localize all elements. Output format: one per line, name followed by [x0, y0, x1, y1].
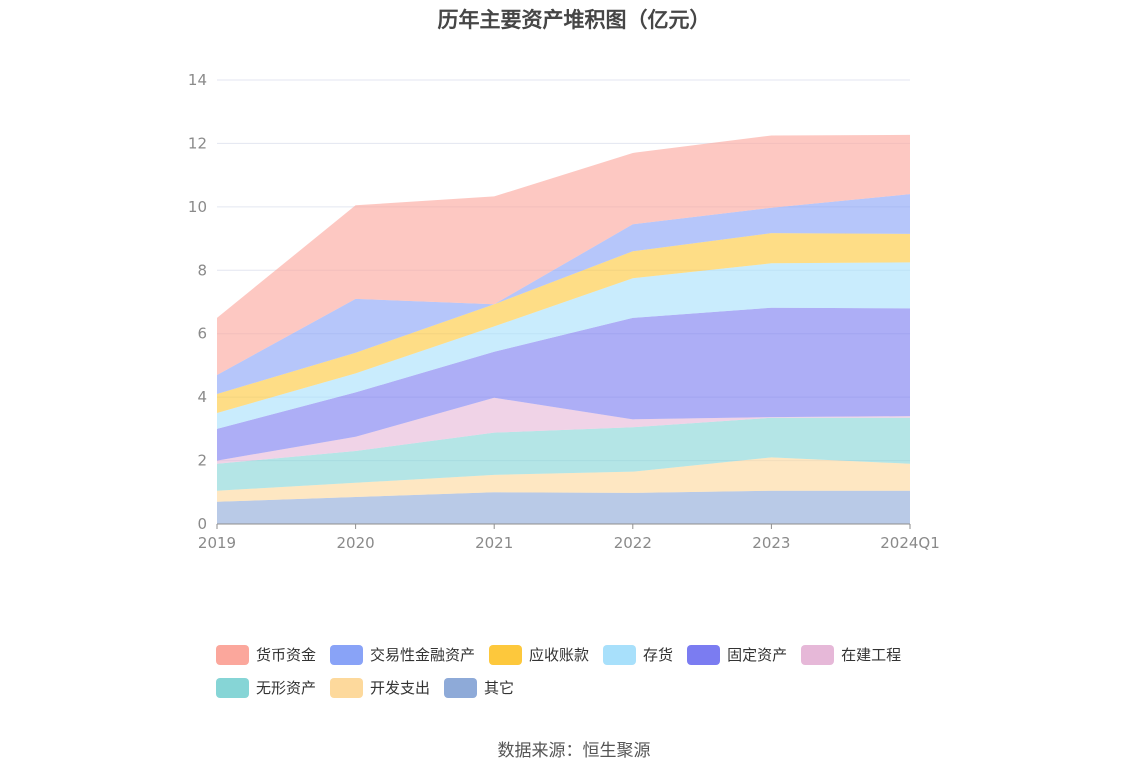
legend-item[interactable]: 固定资产 — [687, 644, 787, 665]
legend-swatch — [216, 644, 249, 665]
legend-row: 货币资金 交易性金融资产 应收账款 存货 固定资产 在建工程 — [216, 638, 956, 671]
legend-label: 货币资金 — [256, 646, 317, 664]
y-tick-label: 14 — [188, 71, 207, 89]
legend-item[interactable]: 应收账款 — [489, 644, 589, 665]
series-area — [217, 397, 910, 464]
x-tick-label: 2022 — [614, 534, 652, 552]
legend-label: 固定资产 — [727, 646, 788, 664]
x-tick-label: 2020 — [337, 534, 375, 552]
legend-swatch — [330, 644, 364, 665]
legend-item[interactable]: 交易性金融资产 — [330, 644, 475, 665]
legend-swatch — [444, 677, 478, 698]
legend-label: 无形资产 — [256, 679, 317, 697]
series-area — [217, 262, 910, 429]
chart-title: 历年主要资产堆积图（亿元） — [437, 8, 711, 32]
legend-item[interactable]: 货币资金 — [216, 644, 316, 665]
series-area — [217, 490, 910, 524]
legend-swatch — [489, 644, 523, 665]
y-tick-label: 6 — [197, 325, 207, 343]
legend-label: 在建工程 — [841, 646, 902, 664]
legend-label: 其它 — [484, 679, 515, 697]
series-area — [217, 233, 910, 413]
y-tick-label: 8 — [197, 261, 207, 279]
x-tick-label: 2021 — [475, 534, 513, 552]
y-tick-label: 2 — [197, 452, 207, 470]
legend-item[interactable]: 其它 — [444, 677, 514, 698]
legend-label: 开发支出 — [370, 679, 431, 697]
legend-swatch — [216, 677, 249, 698]
legend-swatch — [801, 644, 835, 665]
y-tick-label: 10 — [188, 198, 207, 216]
x-tick-label: 2019 — [198, 534, 236, 552]
x-tick-label: 2024Q1 — [880, 534, 940, 552]
series-area — [217, 457, 910, 502]
legend-item[interactable]: 开发支出 — [330, 677, 430, 698]
legend-item[interactable]: 在建工程 — [801, 644, 901, 665]
chart-legend: 货币资金 交易性金融资产 应收账款 存货 固定资产 在建工程无形资产 开发支出 其它 — [216, 638, 956, 704]
x-tick-label: 2023 — [752, 534, 790, 552]
series-area — [217, 194, 910, 394]
series-area — [217, 417, 910, 491]
series-area — [217, 134, 910, 375]
legend-label: 存货 — [643, 646, 674, 664]
legend-swatch — [603, 644, 637, 665]
legend-row: 无形资产 开发支出 其它 — [216, 671, 956, 704]
y-tick-label: 0 — [197, 515, 207, 533]
legend-label: 交易性金融资产 — [370, 646, 476, 664]
y-tick-label: 12 — [188, 134, 207, 152]
legend-item[interactable]: 存货 — [603, 644, 673, 665]
legend-swatch — [330, 677, 364, 698]
series-area — [217, 307, 910, 461]
legend-swatch — [687, 644, 721, 665]
legend-item[interactable]: 无形资产 — [216, 677, 316, 698]
data-source-note: 数据来源：恒生聚源 — [497, 741, 651, 761]
legend-label: 应收账款 — [529, 646, 590, 664]
y-tick-label: 4 — [197, 388, 207, 406]
